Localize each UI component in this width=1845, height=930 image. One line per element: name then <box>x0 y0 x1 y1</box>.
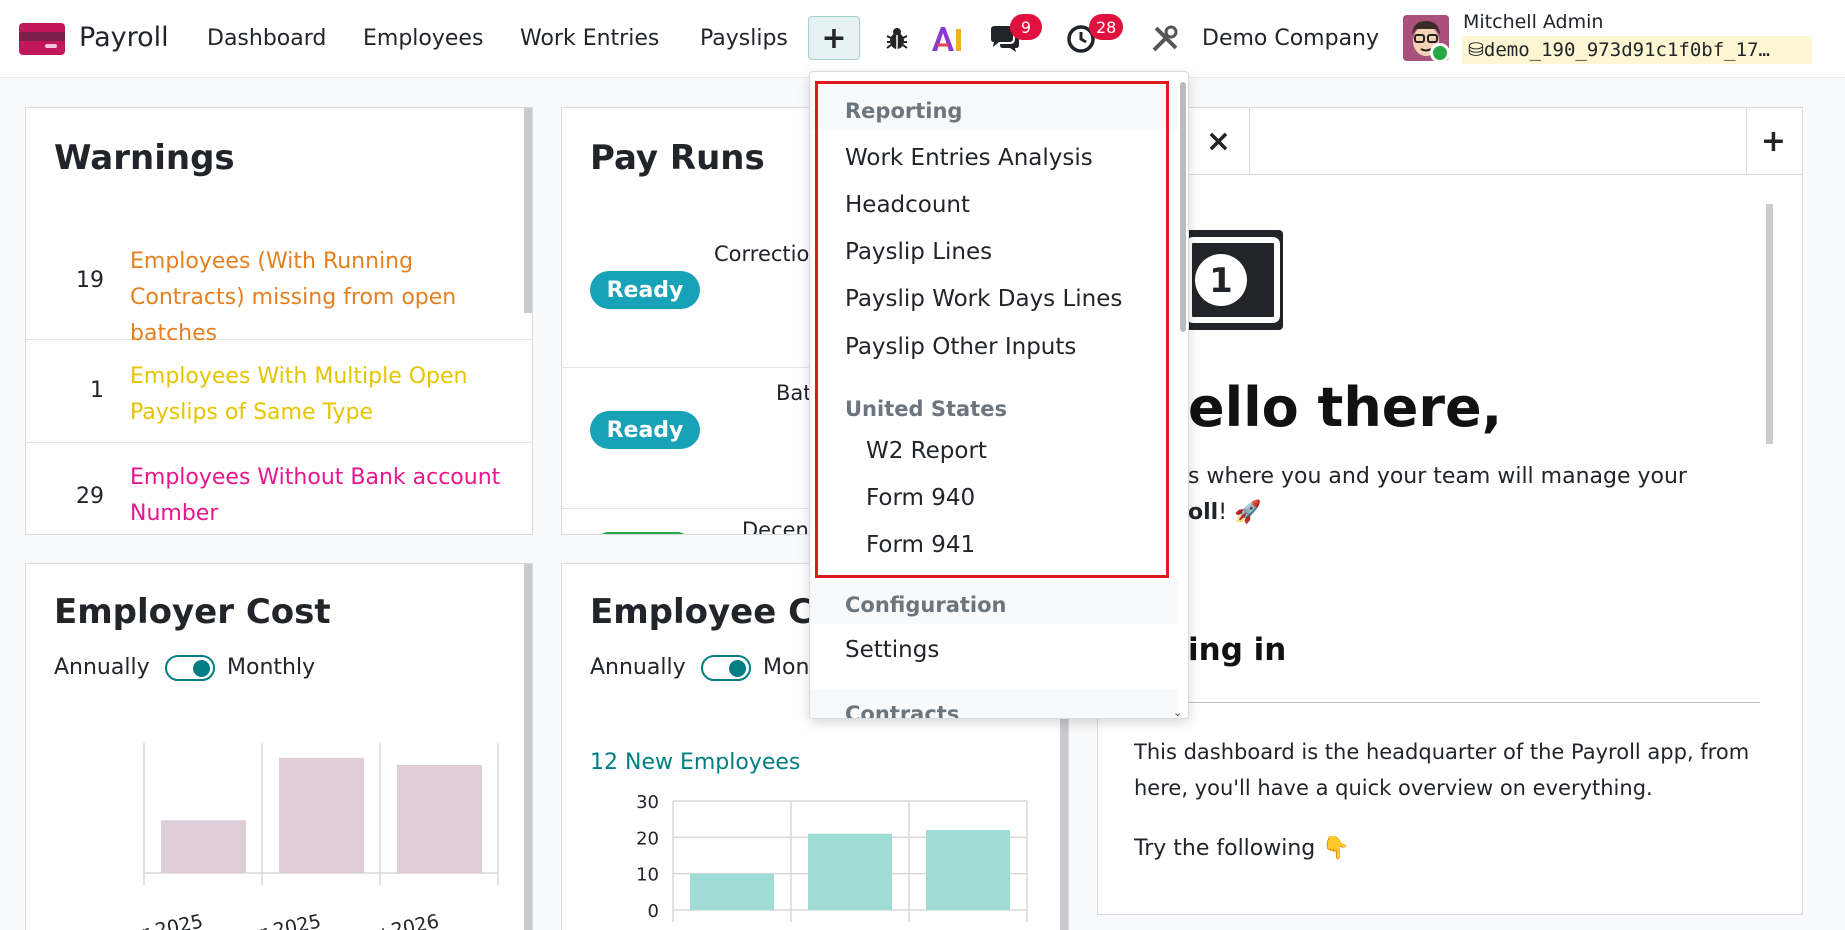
warnings-card: Warnings 19 Employees (With Running Cont… <box>25 107 533 535</box>
x-tick-label: mber 2025 <box>216 910 323 930</box>
menu-employees[interactable]: Employees <box>363 26 484 51</box>
period-toggle[interactable] <box>165 655 215 681</box>
employer-cost-card: Employer Cost Annually Monthly mber 2025… <box>25 563 533 930</box>
pay-run-name[interactable]: Decen <box>742 518 809 535</box>
pay-runs-title: Pay Runs <box>590 138 765 178</box>
pay-run-status-badge: Ready <box>590 411 700 449</box>
pay-runs-card: Pay Runs Correctio Ready Bat Ready Decen <box>561 107 821 535</box>
dropdown-header-contracts: Contracts <box>810 689 1178 718</box>
employee-count-chart: 0 10 20 30 <box>636 792 1028 922</box>
warning-label[interactable]: Employees With Multiple Open Payslips of… <box>130 364 468 425</box>
menu-work-entries[interactable]: Work Entries <box>520 26 660 51</box>
online-status-dot <box>1430 43 1450 63</box>
add-tab-button[interactable]: + <box>1746 108 1800 174</box>
svg-text:1: 1 <box>1209 261 1233 301</box>
pay-run-row[interactable] <box>562 369 820 509</box>
menu-item-settings[interactable]: Settings <box>845 637 940 663</box>
reporting-menu-button[interactable]: + <box>808 16 860 60</box>
debug-bug-icon[interactable] <box>880 22 914 56</box>
bar <box>808 833 892 910</box>
welcome-section-title: ing in <box>1188 632 1287 668</box>
welcome-heading: ello there, <box>1188 376 1503 439</box>
menu-item-payslip-other-inputs[interactable]: Payslip Other Inputs <box>845 334 1077 360</box>
warning-count: 1 <box>90 378 104 403</box>
menu-item-w2-report[interactable]: W2 Report <box>866 438 987 464</box>
activity-clock-icon[interactable] <box>1064 22 1098 56</box>
toggle-monthly-label[interactable]: Monthly <box>227 655 316 680</box>
period-toggle[interactable] <box>701 655 751 681</box>
employer-cost-title: Employer Cost <box>54 592 331 632</box>
pay-run-row[interactable] <box>562 228 820 368</box>
warnings-scrollbar[interactable] <box>524 108 532 313</box>
x-tick-label: uary 2026 <box>341 910 441 930</box>
warning-count: 19 <box>76 268 104 293</box>
x-tick-label: mber 2025 <box>98 910 205 930</box>
app-name[interactable]: Payroll <box>79 22 169 53</box>
database-icon: ⛁ <box>1468 39 1484 61</box>
database-name: ⛁demo_190_973d91c1f0bf_17… <box>1462 36 1812 64</box>
menu-dashboard[interactable]: Dashboard <box>207 26 327 51</box>
employer-cost-chart: mber 2025 mber 2025 uary 2026 <box>98 743 499 930</box>
close-tab-button[interactable]: × <box>1188 108 1250 174</box>
bar <box>926 830 1010 910</box>
toggle-monthly-label[interactable]: Mon <box>763 655 810 680</box>
pay-run-status-badge <box>598 532 688 534</box>
messages-badge: 9 <box>1010 14 1042 40</box>
dropdown-header-configuration: Configuration <box>810 580 1178 624</box>
dropdown-header-reporting: Reporting <box>810 86 1178 130</box>
menu-item-payslip-work-days-lines[interactable]: Payslip Work Days Lines <box>845 286 1123 312</box>
warning-row[interactable]: 19 Employees (With Running Contracts) mi… <box>26 228 531 346</box>
warning-label[interactable]: Employees Without Bank account Number <box>130 465 501 526</box>
bar <box>161 820 246 873</box>
bar <box>279 757 364 873</box>
menu-item-headcount[interactable]: Headcount <box>845 192 971 218</box>
top-navbar: Payroll Dashboard Employees Work Entries… <box>0 0 1845 78</box>
chevron-down-icon[interactable]: ⌄ <box>1173 706 1183 719</box>
menu-payslips[interactable]: Payslips <box>700 26 788 51</box>
menu-item-form-940[interactable]: Form 940 <box>866 485 976 511</box>
pay-run-status-badge: Ready <box>590 271 700 309</box>
user-name[interactable]: Mitchell Admin <box>1463 11 1604 33</box>
settings-tools-icon[interactable] <box>1148 22 1182 56</box>
menu-item-payslip-lines[interactable]: Payslip Lines <box>845 239 993 265</box>
bar <box>690 873 774 910</box>
employee-count-title: Employee Co <box>590 592 837 632</box>
welcome-panel: 1 ello there, s where you and your team … <box>1097 107 1803 915</box>
reporting-dropdown-menu: Reporting Work Entries Analysis Headcoun… <box>809 71 1189 719</box>
messages-icon[interactable] <box>987 22 1021 56</box>
warning-count: 29 <box>76 484 104 509</box>
welcome-try-text: Try the following 👇 <box>1134 836 1350 861</box>
warning-row[interactable]: 29 Employees Without Bank account Number <box>26 444 531 534</box>
warnings-title: Warnings <box>54 138 235 178</box>
y-tick-label: 30 <box>636 792 659 813</box>
y-tick-label: 0 <box>648 901 659 922</box>
toggle-annually-label[interactable]: Annually <box>590 655 686 680</box>
bar <box>397 765 482 873</box>
y-tick-label: 10 <box>636 865 659 886</box>
toggle-annually-label[interactable]: Annually <box>54 655 150 680</box>
dropdown-scrollbar[interactable] <box>1180 82 1186 332</box>
new-employees-link[interactable]: 12 New Employees <box>590 750 801 775</box>
menu-item-work-entries-analysis[interactable]: Work Entries Analysis <box>845 145 1093 171</box>
welcome-body-text: This dashboard is the headquarter of the… <box>1134 740 1750 800</box>
company-switcher[interactable]: Demo Company <box>1202 26 1380 51</box>
employee-count-scrollbar[interactable] <box>1060 564 1068 930</box>
dropdown-header-united-states: United States <box>845 397 1007 421</box>
money-bill-icon: 1 <box>1183 230 1283 330</box>
activity-badge: 28 <box>1089 14 1124 40</box>
welcome-intro-line: s where you and your team will manage yo… <box>1188 464 1687 489</box>
warning-label[interactable]: Employees (With Running Contracts) missi… <box>130 249 457 346</box>
ai-icon[interactable] <box>930 22 964 56</box>
y-tick-label: 20 <box>636 828 659 849</box>
employer-cost-scrollbar[interactable] <box>524 564 532 930</box>
welcome-scrollbar[interactable] <box>1766 204 1773 444</box>
welcome-intro-line: oll! 🚀 <box>1188 500 1262 525</box>
menu-item-form-941[interactable]: Form 941 <box>866 532 976 558</box>
payroll-app-icon[interactable] <box>19 23 65 55</box>
warning-row[interactable]: 1 Employees With Multiple Open Payslips … <box>26 341 531 443</box>
pay-run-name[interactable]: Bat <box>776 381 812 405</box>
pay-run-name[interactable]: Correctio <box>714 242 810 266</box>
